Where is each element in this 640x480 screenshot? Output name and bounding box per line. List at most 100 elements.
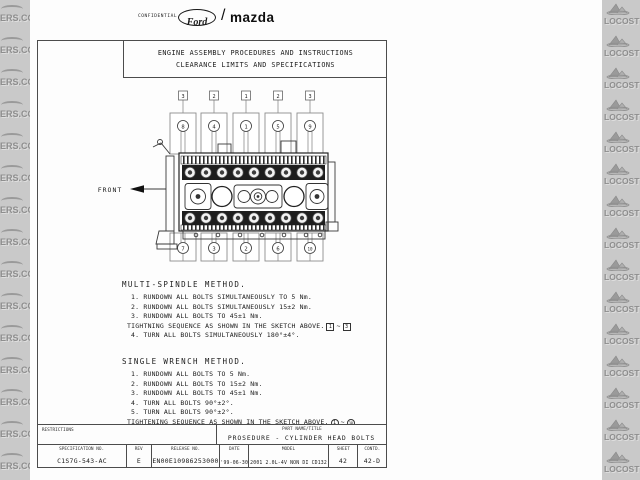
watermark-text: ERS.CC [0,333,30,343]
watermark-tile: ERS.CC [0,288,30,320]
ford-logo-text: Ford [186,17,208,28]
field-label: REV [135,446,143,451]
bolt-number-label: 4 [212,124,216,130]
watermark-text: LOCOST [604,144,640,154]
watermark-text: ERS.CC [0,205,30,215]
watermark-text: LOCOST [604,304,640,314]
sequence-tilde: ~ [340,417,345,426]
watermark-tile: LOCOST [601,320,640,352]
watermark-text: ERS.CC [0,141,30,151]
watermark-text: LOCOST [604,432,640,442]
watermark-text: LOCOST [604,368,640,378]
locost-logo-icon [606,67,630,79]
single-wrench-section: SINGLE WRENCH METHOD. 1. RUNDOWN ALL BOL… [122,357,355,428]
watermark-tile: LOCOST [601,352,640,384]
cylinder-head-diagram: 3 8 2 4 1 1 [98,90,339,262]
section-heading: SINGLE WRENCH METHOD. [122,357,247,366]
specification-no-cell: SPECIFICATION NO. C1S7G-543-AC [38,445,126,467]
valve-springs-bottom [184,212,324,224]
bolt-number-label: 6 [276,246,279,252]
watermark-logo-arc [1,325,23,333]
watermark-text: LOCOST [604,272,640,282]
watermark-tile: LOCOST [601,256,640,288]
bolt-group-label: 3 [181,94,184,100]
watermark-logo-arc [1,453,23,461]
watermark-tile: LOCOST [601,96,640,128]
locost-logo-icon [606,227,630,239]
watermark-tile: LOCOST [601,416,640,448]
watermark-tile: LOCOST [601,128,640,160]
field-value: 42-D [363,457,381,465]
confidential-label: CONFIDENTIAL [138,13,178,19]
watermark-left-column: ERS.CC ERS.CC ERS.CC ERS.CC ERS.CC ERS.C… [0,0,30,480]
field-label: DATE [228,446,240,451]
watermark-tile: ERS.CC [0,0,30,32]
field-label: SHEET [336,446,350,451]
watermark-tile: ERS.CC [0,160,30,192]
locost-logo-icon [606,3,630,15]
field-value: E [136,457,142,465]
watermark-tile: ERS.CC [0,32,30,64]
watermark-text: LOCOST [604,112,640,122]
title-line-2: CLEARANCE LIMITS AND SPECIFICATIONS [176,61,335,69]
top-bolt-column-4: 2 5 [264,90,292,155]
top-bolt-column-2: 2 4 [200,90,228,155]
locost-logo-icon [606,99,630,111]
watermark-text: ERS.CC [0,109,30,119]
sequence-note: TIGHTNING SEQUENCE AS SHOWN IN THE SKETC… [127,322,351,332]
watermark-logo-arc [1,133,23,141]
field-value: EN00E10986253000 [152,457,219,465]
field-label: MODEL [281,446,296,451]
watermark-logo-arc [1,69,23,77]
part-name-cell: PART NAME/TITLE PROSEDURE - CYLINDER HEA… [216,425,386,444]
bolt-number-label: 8 [181,124,184,130]
watermark-tile: LOCOST [601,192,640,224]
watermark-tile: ERS.CC [0,192,30,224]
watermark-text: ERS.CC [0,365,30,375]
watermark-text: LOCOST [604,400,640,410]
field-value: C1S7G-543-AC [57,457,107,465]
section-heading: MULTI-SPINDLE METHOD. [122,280,247,289]
cylinder-head-body [152,139,339,250]
ford-logo: Ford [178,9,216,28]
restrictions-cell: RESTRICTIONS [38,425,216,444]
part-name-value: PROSEDURE - CYLINDER HEAD BOLTS [227,434,376,442]
watermark-text: ERS.CC [0,397,30,407]
bolt-number-label: 3 [212,246,215,252]
date-cell: DATE '99-06-30 [219,445,248,467]
locost-logo-icon [606,163,630,175]
sequence-tilde: ~ [336,321,341,330]
rev-cell: REV E [126,445,151,467]
locost-logo-icon [606,323,630,335]
bottom-bolt-column-5: 10 [296,232,324,262]
sequence-to-marker: 3 [342,322,351,331]
bolt-group-label: 3 [308,94,311,100]
watermark-tile: ERS.CC [0,352,30,384]
bottom-bolt-column-3: 2 [232,232,260,262]
procedure-step: 2. RUNDOWN ALL BOLTS SIMULTANEOUSLY 15±2… [131,302,312,311]
watermark-logo-arc [1,261,23,269]
front-label: FRONT [98,186,123,194]
watermark-tile: ERS.CC [0,384,30,416]
locost-logo-icon [606,291,630,303]
watermark-tile: LOCOST [601,448,640,480]
locost-logo-icon [606,35,630,47]
bolt-number-label: 7 [181,246,184,252]
locost-logo-icon [606,195,630,207]
bolt-number-label: 2 [244,246,247,252]
bolt-number-label: 5 [276,124,279,130]
watermark-text: ERS.CC [0,429,30,439]
top-bolt-column-3: 1 1 [232,90,260,155]
watermark-tile: LOCOST [601,0,640,32]
watermark-text: LOCOST [604,80,640,90]
watermark-logo-arc [1,5,23,13]
procedure-step: 2. RUNDOWN ALL BOLTS TO 15±2 Nm. [131,379,263,388]
bolt-group-label: 2 [212,94,215,100]
field-label: CONTD. [364,446,380,451]
watermark-text: ERS.CC [0,237,30,247]
locost-logo-icon [606,419,630,431]
watermark-tile: ERS.CC [0,416,30,448]
release-no-cell: RELEASE NO. EN00E10986253000 [151,445,219,467]
field-value: '99-06-30 [220,459,248,465]
watermark-logo-arc [1,389,23,397]
